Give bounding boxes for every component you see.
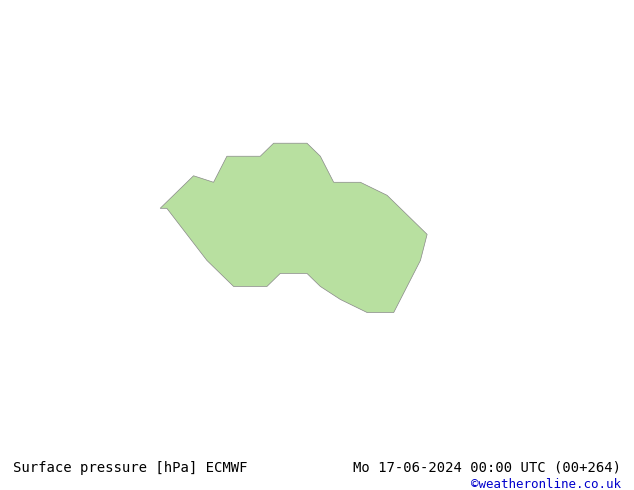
Polygon shape [160,143,427,313]
Text: ©weatheronline.co.uk: ©weatheronline.co.uk [471,478,621,490]
Text: Mo 17-06-2024 00:00 UTC (00+264): Mo 17-06-2024 00:00 UTC (00+264) [353,461,621,475]
Text: Surface pressure [hPa] ECMWF: Surface pressure [hPa] ECMWF [13,461,247,475]
